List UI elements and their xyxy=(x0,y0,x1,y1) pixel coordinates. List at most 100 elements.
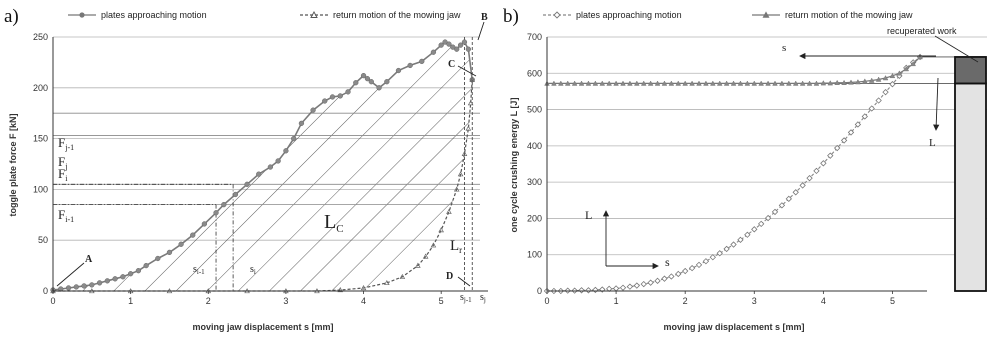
series-b-return-point xyxy=(551,80,557,86)
series-a-approach-point xyxy=(310,107,316,113)
panel-a-x-tick-label: 1 xyxy=(128,296,133,306)
series-a-approach-point xyxy=(329,94,336,100)
panel-b-label: b) xyxy=(503,6,519,27)
legend-b-approach-label: plates approaching motion xyxy=(576,10,682,20)
panel-b-x-tick-label: 4 xyxy=(821,296,826,306)
panel-a-x-tick-label: 3 xyxy=(283,296,288,306)
series-a-approach-point xyxy=(337,93,343,99)
series-b-approach-point xyxy=(792,189,799,196)
series-a-return-point xyxy=(446,208,452,214)
series-a-approach-point xyxy=(65,285,72,291)
series-b-approach-point xyxy=(709,254,716,261)
series-b-return-point xyxy=(910,60,917,67)
pointer-d xyxy=(457,276,471,287)
series-b-return-point xyxy=(703,80,709,86)
series-b-return-point xyxy=(627,80,633,86)
label-lr: Lr xyxy=(450,238,462,255)
series-b-approach-point xyxy=(820,160,827,167)
series-a-approach-point xyxy=(96,280,103,286)
series-a-return-point xyxy=(453,186,460,192)
label-si-1: si-1 xyxy=(193,264,205,276)
panel-a-label: a) xyxy=(4,6,19,27)
series-b-return-point xyxy=(682,80,689,86)
series-b-return-point xyxy=(806,80,813,86)
series-a-approach-point xyxy=(461,39,468,45)
panel-b-grid xyxy=(547,36,987,256)
series-a-approach-point xyxy=(244,181,250,187)
series-b-approach-point xyxy=(688,264,696,272)
series-b-approach-point xyxy=(702,258,710,265)
label-fi-1: Fi-1 xyxy=(58,207,74,224)
series-a-approach-point xyxy=(419,58,425,65)
series-b-approach-point xyxy=(730,241,737,248)
series-a-return-point xyxy=(384,279,390,286)
panel-a-ylabel: toggle plate force F [kN] xyxy=(8,113,18,216)
series-b-approach-point xyxy=(778,202,786,209)
series-b-approach-point xyxy=(675,270,682,278)
series-b-approach-point xyxy=(882,88,889,96)
label-si: si xyxy=(250,264,256,276)
series-b-return-point xyxy=(799,80,806,86)
panel-b-y-tick-label: 600 xyxy=(527,68,542,78)
panel-b-x-tick-label: 0 xyxy=(544,296,549,306)
series-a-approach-point xyxy=(364,76,371,82)
series-b-approach-point xyxy=(612,285,620,292)
panel-a-y-tick-label: 200 xyxy=(33,83,48,93)
series-b-return-point xyxy=(716,80,723,86)
series-b-approach-point xyxy=(813,167,820,175)
series-a-approach-point xyxy=(201,221,208,227)
series-b-return-point xyxy=(620,80,626,86)
series-b-approach-point xyxy=(744,231,751,238)
series-b-approach-point xyxy=(889,81,896,88)
series-a-approach-point xyxy=(221,201,227,208)
series-b-return-point xyxy=(723,80,730,86)
series-a-approach-point xyxy=(166,249,173,256)
series-b-approach-point xyxy=(764,214,772,222)
series-a-return-point xyxy=(422,253,429,259)
panel-b-x-tick-label: 2 xyxy=(683,296,688,306)
panel-b-axes xyxy=(546,37,927,292)
pointer-c xyxy=(457,65,477,77)
series-b-approach-point xyxy=(578,287,585,294)
series-a-approach-point xyxy=(438,42,444,48)
series-b-approach-line xyxy=(547,56,921,292)
panel-a-x-tick-label: 0 xyxy=(50,296,55,306)
series-a-approach-point xyxy=(256,171,262,177)
series-b-approach-point xyxy=(668,273,675,280)
series-b-return-point xyxy=(882,75,889,81)
panel-b-y-tick-label: 0 xyxy=(537,286,542,296)
series-a-approach-point xyxy=(143,262,149,269)
label-sj-1: sj-1 xyxy=(460,292,472,304)
series-b-approach-point xyxy=(723,245,730,253)
panel-b-y-tick-label: 400 xyxy=(527,141,542,151)
label-point-c: C xyxy=(448,59,455,70)
series-b-approach-point xyxy=(840,137,848,144)
series-a-return-point xyxy=(415,262,421,268)
series-b-return-point xyxy=(730,80,737,86)
series-b-return-point xyxy=(613,80,619,86)
series-b-approach-point xyxy=(827,152,834,159)
l-arrow-label: L xyxy=(929,137,936,149)
pointer-b xyxy=(477,21,485,41)
panel-a-y-tick-label: 250 xyxy=(33,32,48,42)
panel-b-x-tick-label: 3 xyxy=(752,296,757,306)
series-b-return-point xyxy=(779,80,785,86)
label-lc: LC xyxy=(324,211,344,235)
series-a-approach-point xyxy=(178,241,184,247)
pointer-a xyxy=(56,262,85,287)
series-b-return-point xyxy=(765,80,771,86)
label-point-d: D xyxy=(446,271,453,282)
series-b-return-point xyxy=(813,80,820,86)
series-b-approach-point xyxy=(716,250,723,257)
series-a-approach-point xyxy=(384,79,390,85)
panel-a-y-tick-label: 100 xyxy=(33,184,48,194)
series-a-approach-point xyxy=(446,41,452,47)
l-return-arrow xyxy=(933,77,940,131)
series-a-approach-point xyxy=(407,62,413,69)
series-b-return-point xyxy=(758,80,765,86)
legend-a-approach-marker xyxy=(79,12,85,18)
series-b-return-point xyxy=(668,80,675,86)
label-point-b: B xyxy=(481,12,488,23)
series-a-approach-point xyxy=(283,148,289,154)
